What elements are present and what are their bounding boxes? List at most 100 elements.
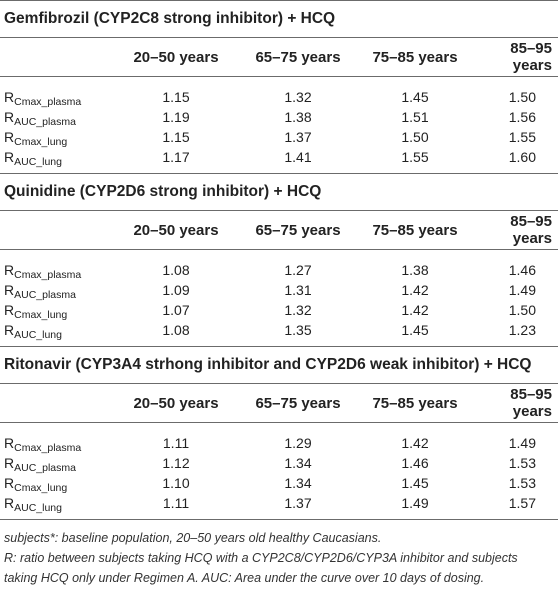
ratio-table: 20–50 years 65–75 years 75–85 years 85–9…	[0, 38, 558, 173]
cell-value: 1.45	[401, 322, 429, 338]
cell-value: 1.49	[401, 495, 429, 511]
cell-value: 1.32	[284, 89, 312, 105]
cell-value: 1.19	[162, 109, 190, 125]
row-label: RCmax_lung	[4, 475, 68, 494]
section-title: Ritonavir (CYP3A4 strhong inhibitor and …	[0, 347, 558, 384]
cell-value: 1.37	[284, 495, 312, 511]
cell-value: 1.08	[162, 322, 190, 338]
cell-value: 1.50	[401, 129, 429, 145]
table-row: RAUC_plasma 1.09 1.31 1.42 1.49	[0, 280, 558, 300]
table-row: RCmax_lung 1.07 1.32 1.42 1.50	[0, 300, 558, 320]
cell-value: 1.15	[162, 89, 190, 105]
table-row: RAUC_lung 1.11 1.37 1.49 1.57	[0, 493, 558, 519]
cell-value: 1.09	[162, 282, 190, 298]
cell-value: 1.34	[284, 455, 312, 471]
column-header: 75–85 years	[360, 211, 470, 250]
cell-value: 1.50	[508, 302, 536, 318]
column-header: 85–95 years	[470, 384, 558, 423]
row-label: RAUC_lung	[4, 495, 62, 514]
cell-value: 1.29	[284, 435, 312, 451]
cell-value: 1.31	[284, 282, 312, 298]
header-row: 20–50 years 65–75 years 75–85 years 85–9…	[0, 384, 558, 423]
table-row: RAUC_plasma 1.19 1.38 1.51 1.56	[0, 107, 558, 127]
cell-value: 1.46	[401, 455, 429, 471]
table-row: RAUC_plasma 1.12 1.34 1.46 1.53	[0, 453, 558, 473]
cell-value: 1.11	[162, 435, 190, 451]
column-header: 75–85 years	[360, 38, 470, 77]
column-header: 65–75 years	[236, 38, 360, 77]
cell-value: 1.45	[401, 89, 429, 105]
row-label: RAUC_plasma	[4, 282, 76, 301]
cell-value: 1.46	[508, 262, 536, 278]
column-header: 20–50 years	[116, 38, 236, 77]
cell-value: 1.15	[162, 129, 190, 145]
cell-value: 1.42	[401, 302, 429, 318]
header-row: 20–50 years 65–75 years 75–85 years 85–9…	[0, 38, 558, 77]
cell-value: 1.50	[508, 89, 536, 105]
table-row: RAUC_lung 1.08 1.35 1.45 1.23	[0, 320, 558, 346]
cell-value: 1.41	[284, 149, 312, 165]
cell-value: 1.38	[284, 109, 312, 125]
column-header: 65–75 years	[236, 384, 360, 423]
ratio-table: 20–50 years 65–75 years 75–85 years 85–9…	[0, 211, 558, 346]
cell-value: 1.38	[401, 262, 429, 278]
row-label: RCmax_plasma	[4, 89, 82, 108]
row-label: RAUC_plasma	[4, 109, 76, 128]
cell-value: 1.60	[508, 149, 536, 165]
column-header: 75–85 years	[360, 384, 470, 423]
cell-value: 1.34	[284, 475, 312, 491]
cell-value: 1.42	[401, 282, 429, 298]
table-section-quinidine: Quinidine (CYP2D6 strong inhibitor) + HC…	[0, 173, 558, 346]
cell-value: 1.35	[284, 322, 312, 338]
row-label: RCmax_lung	[4, 129, 68, 148]
table-row: RCmax_lung 1.10 1.34 1.45 1.53	[0, 473, 558, 493]
cell-value: 1.53	[508, 475, 536, 491]
cell-value: 1.11	[162, 495, 190, 511]
column-header: 85–95 years	[470, 211, 558, 250]
row-label: RAUC_plasma	[4, 455, 76, 474]
row-label: RCmax_plasma	[4, 435, 82, 454]
cell-value: 1.55	[401, 149, 429, 165]
cell-value: 1.17	[162, 149, 190, 165]
cell-value: 1.23	[508, 322, 536, 338]
header-blank	[0, 211, 116, 250]
cell-value: 1.37	[284, 129, 312, 145]
table-footnotes: subjects*: baseline population, 20–50 ye…	[0, 520, 558, 588]
column-header: 85–95 years	[470, 38, 558, 77]
row-label: RAUC_lung	[4, 322, 62, 341]
column-header: 20–50 years	[116, 384, 236, 423]
cell-value: 1.49	[508, 282, 536, 298]
header-row: 20–50 years 65–75 years 75–85 years 85–9…	[0, 211, 558, 250]
column-header: 65–75 years	[236, 211, 360, 250]
section-title: Gemfibrozil (CYP2C8 strong inhibitor) + …	[0, 1, 558, 38]
ratio-table: 20–50 years 65–75 years 75–85 years 85–9…	[0, 384, 558, 519]
header-blank	[0, 38, 116, 77]
header-blank	[0, 384, 116, 423]
footnote: R: ratio between subjects taking HCQ wit…	[4, 551, 518, 585]
table-row: RCmax_plasma 1.08 1.27 1.38 1.46	[0, 250, 558, 281]
cell-value: 1.07	[162, 302, 190, 318]
cell-value: 1.27	[284, 262, 312, 278]
cell-value: 1.55	[508, 129, 536, 145]
cell-value: 1.56	[508, 109, 536, 125]
table-row: RAUC_lung 1.17 1.41 1.55 1.60	[0, 147, 558, 173]
table-row: RCmax_plasma 1.11 1.29 1.42 1.49	[0, 423, 558, 454]
cell-value: 1.57	[508, 495, 536, 511]
cell-value: 1.45	[401, 475, 429, 491]
cell-value: 1.42	[401, 435, 429, 451]
cell-value: 1.49	[508, 435, 536, 451]
table-row: RCmax_lung 1.15 1.37 1.50 1.55	[0, 127, 558, 147]
cell-value: 1.53	[508, 455, 536, 471]
cell-value: 1.32	[284, 302, 312, 318]
cell-value: 1.10	[162, 475, 190, 491]
row-label: RCmax_plasma	[4, 262, 82, 281]
section-title: Quinidine (CYP2D6 strong inhibitor) + HC…	[0, 174, 558, 211]
row-label: RCmax_lung	[4, 302, 68, 321]
column-header: 20–50 years	[116, 211, 236, 250]
table-section-gemfibrozil: Gemfibrozil (CYP2C8 strong inhibitor) + …	[0, 0, 558, 173]
table-row: RCmax_plasma 1.15 1.32 1.45 1.50	[0, 77, 558, 108]
cell-value: 1.51	[401, 109, 429, 125]
cell-value: 1.12	[162, 455, 190, 471]
cell-value: 1.08	[162, 262, 190, 278]
